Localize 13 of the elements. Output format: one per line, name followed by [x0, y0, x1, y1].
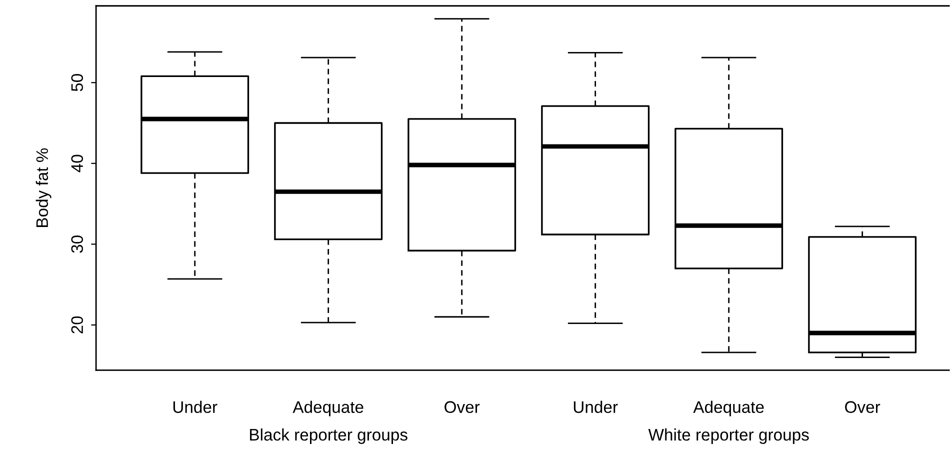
text: Black reporter groups	[250, 428, 408, 444]
x-tick-label: Under	[574, 400, 618, 413]
text: White reporter groups	[648, 428, 809, 444]
y-tick-label: 20	[71, 316, 84, 334]
y-tick-label: 50	[71, 74, 84, 92]
y-tick-label: 40	[71, 154, 84, 172]
x-tick-label: Over	[444, 401, 480, 413]
x-tick-label: Under	[173, 400, 218, 413]
x-tick-label: Over	[845, 401, 880, 413]
y-tick-label: 30	[71, 236, 84, 253]
x-tick-label: Adequate	[693, 400, 764, 416]
y-axis-title: Body fat %	[36, 148, 52, 227]
x-tick-label: Adequate	[292, 400, 364, 416]
